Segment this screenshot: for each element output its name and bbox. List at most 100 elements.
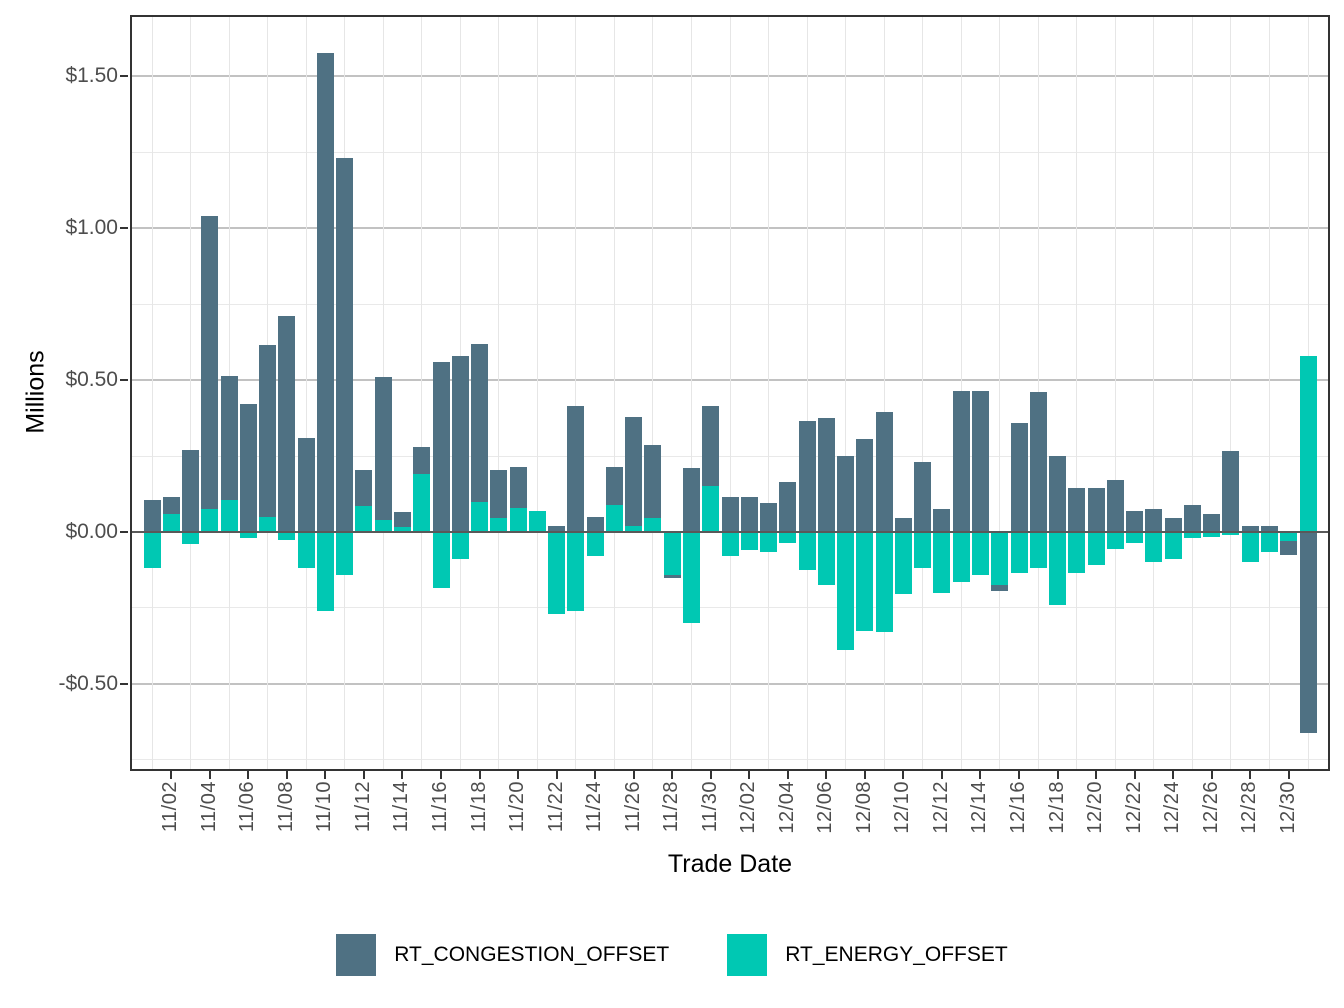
x-tick-label: 11/04 bbox=[197, 781, 220, 833]
x-tick-label: 12/02 bbox=[737, 781, 760, 834]
bar-segment-congestion bbox=[355, 469, 373, 507]
bar-segment-congestion bbox=[605, 466, 623, 505]
x-tick-label: 12/14 bbox=[968, 781, 991, 834]
y-tick-mark bbox=[120, 75, 128, 78]
bar-segment-congestion bbox=[259, 345, 277, 517]
x-tick-label: 11/26 bbox=[621, 781, 644, 833]
bar-segment-energy bbox=[413, 474, 431, 532]
bar-segment-congestion bbox=[220, 375, 238, 501]
x-tick-mark bbox=[208, 771, 211, 779]
bar-segment-energy bbox=[971, 532, 989, 575]
bar-segment-congestion bbox=[1126, 510, 1144, 532]
bar-segment-energy bbox=[451, 532, 469, 560]
x-tick-label: 11/14 bbox=[390, 781, 413, 833]
bar-segment-energy bbox=[798, 532, 816, 570]
bar-segment-congestion bbox=[1010, 422, 1028, 532]
x-tick-label: 11/28 bbox=[660, 781, 683, 833]
congestion-swatch-icon bbox=[336, 934, 377, 976]
bar-segment-congestion bbox=[1087, 487, 1105, 532]
legend-item-energy: RT_ENERGY_OFFSET bbox=[727, 934, 1008, 976]
bar-segment-energy bbox=[894, 532, 912, 595]
x-tick-label: 12/28 bbox=[1238, 781, 1261, 834]
x-tick-mark bbox=[786, 771, 789, 779]
x-tick-mark bbox=[1287, 771, 1290, 779]
bar-segment-energy bbox=[1260, 532, 1278, 552]
x-tick-mark bbox=[285, 771, 288, 779]
bar-segment-energy bbox=[760, 532, 778, 552]
x-tick-mark bbox=[979, 771, 982, 779]
gridline-minor-v bbox=[421, 17, 423, 769]
x-axis-title: Trade Date bbox=[667, 850, 793, 878]
bar-segment-energy bbox=[1183, 532, 1201, 539]
bar-segment-congestion bbox=[837, 456, 855, 532]
bar-segment-energy bbox=[1241, 532, 1259, 563]
bar-segment-congestion bbox=[1145, 509, 1163, 532]
x-tick-mark bbox=[1018, 771, 1020, 779]
y-tick-label: $0.50 bbox=[65, 368, 118, 392]
bar-segment-congestion bbox=[702, 405, 720, 487]
energy-swatch-icon bbox=[727, 934, 768, 976]
bar-segment-congestion bbox=[740, 497, 758, 532]
legend-item-congestion: RT_CONGESTION_OFFSET bbox=[336, 934, 669, 976]
bar-segment-energy bbox=[259, 516, 277, 532]
bar-segment-energy bbox=[856, 532, 874, 631]
bar-segment-energy bbox=[1164, 532, 1182, 560]
bar-segment-energy bbox=[297, 532, 315, 569]
x-tick-mark bbox=[1056, 771, 1059, 779]
zero-line bbox=[132, 531, 1328, 533]
legend: RT_CONGESTION_OFFSET RT_ENERGY_OFFSET bbox=[0, 920, 1344, 990]
x-tick-mark bbox=[902, 771, 905, 779]
bar-segment-congestion bbox=[856, 439, 874, 532]
bar-segment-congestion bbox=[201, 216, 219, 510]
x-tick-mark bbox=[247, 771, 250, 779]
bar-segment-congestion bbox=[1222, 451, 1240, 532]
gridline-minor-v bbox=[613, 17, 615, 769]
bar-segment-congestion bbox=[586, 516, 604, 532]
y-tick-label: $1.50 bbox=[65, 64, 118, 88]
x-tick-label: 12/04 bbox=[775, 781, 798, 834]
bar-segment-congestion bbox=[1203, 513, 1221, 532]
y-tick-mark bbox=[120, 227, 128, 230]
gridline-minor-v bbox=[922, 17, 924, 769]
bar-segment-congestion bbox=[952, 390, 970, 532]
bar-segment-energy bbox=[548, 532, 566, 615]
bar-segment-congestion bbox=[971, 390, 989, 532]
bar-segment-energy bbox=[644, 518, 662, 532]
bar-segment-energy bbox=[1068, 532, 1086, 574]
legend-label-energy: RT_ENERGY_OFFSET bbox=[785, 943, 1008, 966]
gridline-minor-v bbox=[768, 17, 770, 769]
bar-segment-congestion bbox=[297, 437, 315, 532]
y-tick-label: $0.00 bbox=[65, 520, 118, 543]
bar-segment-energy bbox=[471, 501, 489, 532]
y-tick-label: -$0.50 bbox=[58, 671, 118, 695]
bar-segment-energy bbox=[721, 532, 739, 557]
bar-segment-energy bbox=[1010, 532, 1028, 574]
x-tick-label: 11/06 bbox=[236, 781, 259, 833]
bar-segment-congestion bbox=[644, 445, 662, 519]
x-tick-label: 12/06 bbox=[814, 781, 837, 834]
bar-segment-congestion bbox=[143, 500, 161, 532]
bar-segment-energy bbox=[355, 506, 373, 532]
x-tick-mark bbox=[632, 771, 635, 779]
x-tick-label: 12/26 bbox=[1199, 781, 1222, 834]
bar-segment-energy bbox=[393, 527, 411, 532]
gridline-minor-v bbox=[1114, 17, 1116, 769]
bar-segment-energy bbox=[740, 532, 758, 551]
x-tick-label: 11/18 bbox=[467, 781, 490, 833]
gridline-minor-v bbox=[1268, 17, 1270, 769]
x-tick-mark bbox=[594, 771, 597, 779]
bar-segment-congestion bbox=[933, 509, 951, 532]
gridline-minor-v bbox=[652, 17, 654, 769]
bar-segment-congestion bbox=[914, 462, 932, 532]
x-tick-label: 11/16 bbox=[429, 781, 451, 833]
bar-segment-congestion bbox=[490, 469, 508, 519]
bar-segment-congestion bbox=[1164, 518, 1182, 532]
bar-segment-energy bbox=[1280, 532, 1298, 542]
bar-segment-congestion bbox=[1280, 541, 1298, 555]
bar-segment-congestion bbox=[413, 446, 431, 475]
bar-segment-energy bbox=[1049, 532, 1067, 605]
x-tick-label: 11/10 bbox=[313, 781, 336, 833]
x-tick-mark bbox=[478, 771, 481, 779]
bar-segment-congestion bbox=[336, 158, 354, 532]
x-tick-label: 11/12 bbox=[351, 781, 374, 833]
